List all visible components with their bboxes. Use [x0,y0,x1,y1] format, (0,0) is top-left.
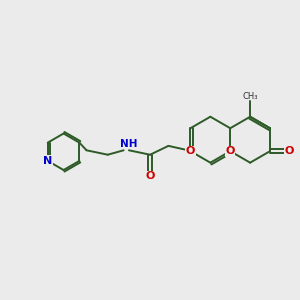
Text: O: O [284,146,294,156]
Text: O: O [226,146,235,156]
Text: O: O [186,146,195,156]
Text: CH₃: CH₃ [242,92,258,101]
Text: NH: NH [120,139,138,149]
Text: N: N [43,156,52,166]
Text: O: O [146,171,155,181]
